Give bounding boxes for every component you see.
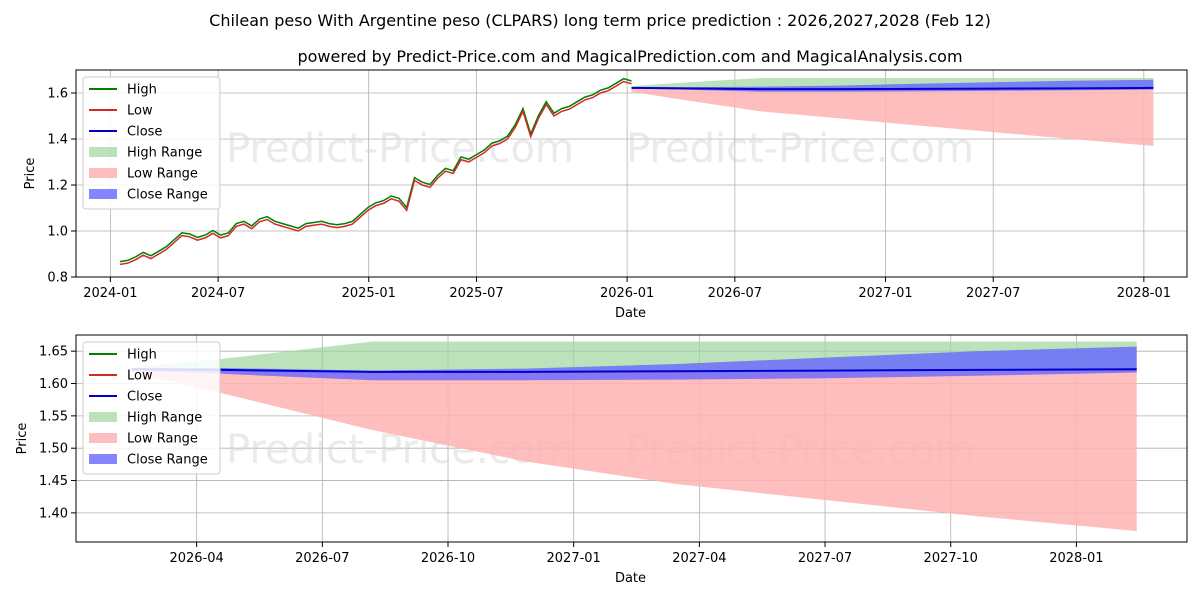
- chart-subtitle: powered by Predict-Price.com and Magical…: [297, 47, 962, 66]
- panel1-low-line: [119, 80, 632, 266]
- panel1-ytick-label-1: 1.0: [47, 225, 68, 240]
- panel2-xtick-label-6: 2027-10: [924, 551, 978, 566]
- panel1-xtick-label-5: 2026-07: [708, 286, 762, 301]
- panel2-xtick-label-3: 2027-01: [547, 551, 601, 566]
- panel2-legend: High Low Close High Range Low Range Close Ran…: [82, 341, 221, 475]
- panel1-watermark-1: Predict-Price.com: [626, 126, 974, 172]
- panel1-low-range-area: [631, 87, 1154, 146]
- panel2-xtick-label-5: 2027-07: [798, 551, 852, 566]
- panel2-low-range-area: [131, 369, 1137, 531]
- panel2-series-group: [131, 341, 1137, 531]
- panel1-legend-swatch-low-range: [89, 168, 117, 178]
- panel2-ytick-label-3: 1.55: [39, 409, 68, 424]
- panel1-legend: High Low Close High Range Low Range Close Ran…: [82, 76, 221, 210]
- panel2-ytick-label-5: 1.65: [39, 345, 68, 360]
- panel1-high-line: [119, 77, 632, 263]
- panel2-ytick-label-2: 1.50: [39, 442, 68, 457]
- panel2-legend-swatch-low-range: [89, 433, 117, 443]
- panel2-legend-label-low-range: Low Range: [127, 432, 198, 447]
- panel2-legend-label-close: Close: [127, 390, 162, 405]
- panel2-xlabel: Date: [615, 571, 646, 586]
- panel1-series-group: [119, 77, 1154, 266]
- panel2-xtick-label-4: 2027-04: [672, 551, 726, 566]
- panel2-legend-label-close-range: Close Range: [127, 453, 208, 468]
- panel1-legend-label-high: High: [127, 83, 157, 98]
- chart-title: Chilean peso With Argentine peso (CLPARS…: [209, 11, 991, 30]
- panel1-legend-label-low-range: Low Range: [127, 167, 198, 182]
- panel1-legend-box: [82, 76, 221, 210]
- panel1-close-line: [631, 86, 1154, 91]
- panel1-legend-swatch-close-range: [89, 189, 117, 199]
- panel2-close-line: [131, 368, 1137, 373]
- panel2-legend-box: [82, 341, 221, 475]
- panel1-legend-label-close: Close: [127, 125, 162, 140]
- panel1-watermark-2: Predict-Price.com: [226, 276, 574, 322]
- panel1-ylabel: Price: [23, 158, 38, 190]
- panel1-axes-frame: [75, 69, 1188, 278]
- panel1-legend-label-high-range: High Range: [127, 146, 202, 161]
- panel1-xtick-label-8: 2028-01: [1117, 286, 1171, 301]
- panel2-axes-frame: [75, 334, 1188, 543]
- panel2-legend-swatch-close-range: [89, 454, 117, 464]
- panel2-xtick-label-2: 2026-10: [421, 551, 475, 566]
- panel1-xtick-label-7: 2027-07: [966, 286, 1020, 301]
- panel1-watermark-3: Predict-Price.com: [626, 276, 974, 322]
- panel1-xtick-label-4: 2026-01: [600, 286, 654, 301]
- panel1-plot: Predict-Price.com Predict-Price.com Predic…: [23, 69, 1188, 322]
- panel1-legend-label-close-range: Close Range: [127, 188, 208, 203]
- panel1-xtick-label-3: 2025-07: [449, 286, 503, 301]
- panel1-legend-label-low: Low: [127, 104, 153, 119]
- panel1-watermark-0: Predict-Price.com: [226, 126, 574, 172]
- panel2-ytick-label-4: 1.60: [39, 377, 68, 392]
- panel1-xtick-label-1: 2024-07: [191, 286, 245, 301]
- panel1-xtick-label-0: 2024-01: [83, 286, 137, 301]
- panel1-ytick-label-0: 0.8: [47, 271, 68, 286]
- panel2-ytick-label-0: 1.40: [39, 506, 68, 521]
- panel2-xtick-label-0: 2026-04: [169, 551, 223, 566]
- panel2-legend-swatch-high-range: [89, 412, 117, 422]
- panel1-ytick-label-2: 1.2: [47, 179, 68, 194]
- panel1-watermark-group: Predict-Price.com Predict-Price.com Predic…: [226, 126, 974, 322]
- panel1-ytick-label-3: 1.4: [47, 133, 68, 148]
- panel2-xtick-label-1: 2026-07: [295, 551, 349, 566]
- panel2-plot: Predict-Price.comPredict-Price.com2026-0…: [15, 334, 1188, 586]
- panel2-ytick-label-1: 1.45: [39, 474, 68, 489]
- panel2-legend-label-high: High: [127, 348, 157, 363]
- panel1-xtick-label-2: 2025-01: [342, 286, 396, 301]
- panel2-legend-label-high-range: High Range: [127, 411, 202, 426]
- panel1-ytick-label-4: 1.6: [47, 87, 68, 102]
- panel1-legend-swatch-high-range: [89, 147, 117, 157]
- panel2-legend-label-low: Low: [127, 369, 153, 384]
- panel2-xtick-label-7: 2028-01: [1049, 551, 1103, 566]
- panel2-ylabel: Price: [15, 423, 30, 455]
- panel1-xlabel: Date: [615, 306, 646, 321]
- panel1-xtick-label-6: 2027-01: [858, 286, 912, 301]
